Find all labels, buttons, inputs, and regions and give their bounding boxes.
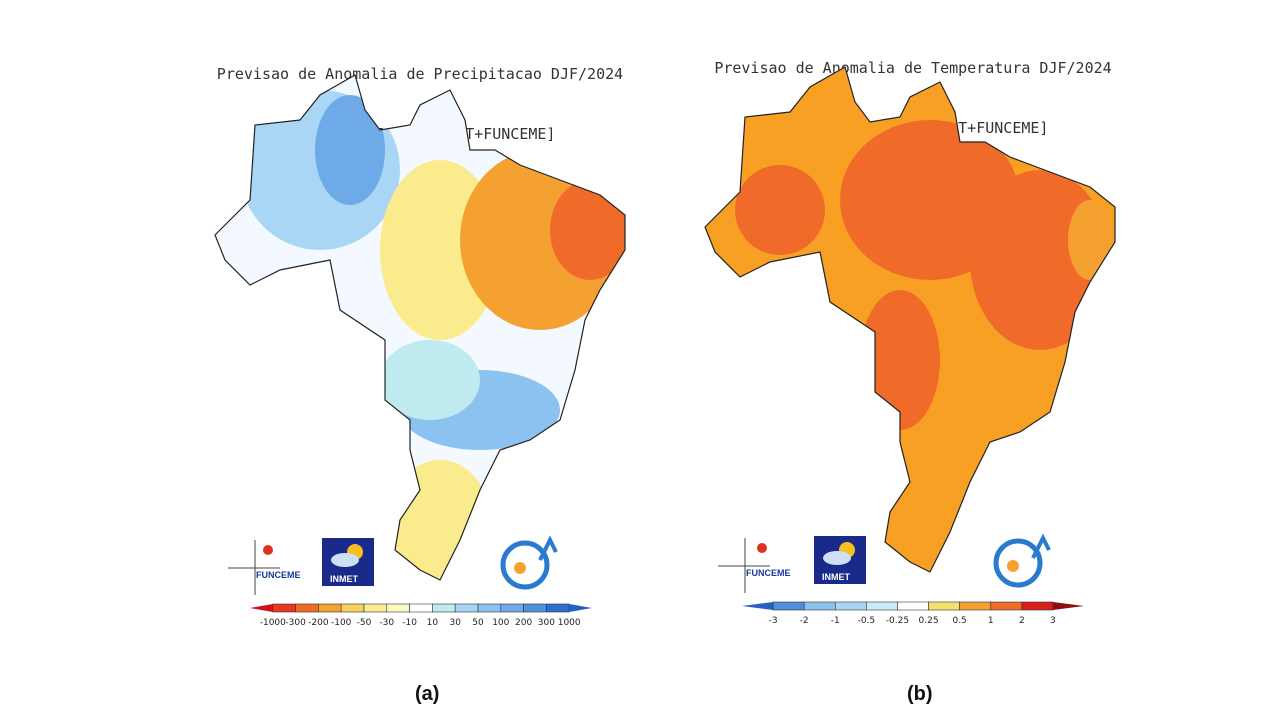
colorbar-tick-label: -3 bbox=[769, 616, 778, 626]
colorbar-swatch bbox=[295, 603, 319, 613]
cptec-logo-a bbox=[500, 535, 558, 590]
colorbar-tick-label: -0.5 bbox=[858, 616, 876, 626]
funceme-text: FUNCEME bbox=[746, 568, 791, 578]
colorbar-tick-label: -1000 bbox=[260, 618, 286, 628]
colorbar-tick-label: 300 bbox=[538, 618, 555, 628]
colorbar-tick-label: 2 bbox=[1019, 616, 1025, 626]
colorbar-swatch bbox=[569, 604, 592, 612]
colorbar-tick-label: 0.25 bbox=[919, 616, 939, 626]
colorbar-swatch bbox=[432, 603, 456, 613]
colorbar-tick-label: -100 bbox=[331, 618, 352, 628]
funceme-text: FUNCEME bbox=[256, 570, 301, 580]
colorbar-tick-label: -1 bbox=[831, 616, 840, 626]
colorbar-tick-label: 0.5 bbox=[952, 616, 966, 626]
inmet-logo-b: INMET bbox=[814, 536, 866, 584]
colorbar-swatch bbox=[897, 601, 929, 611]
colorbar-tick-label: -2 bbox=[800, 616, 809, 626]
colorbar-swatch bbox=[318, 603, 342, 613]
colorbar-swatch bbox=[959, 601, 992, 611]
colorbar-swatch bbox=[363, 603, 388, 613]
colorbar-swatch bbox=[742, 602, 774, 610]
colorbar-tick-label: -300 bbox=[285, 618, 306, 628]
colorbar-tick-label: 3 bbox=[1050, 616, 1056, 626]
colorbar-tick-label: 1 bbox=[988, 616, 994, 626]
colorbar-tick-label: 30 bbox=[449, 618, 461, 628]
colorbar-swatch bbox=[834, 601, 867, 611]
inmet-logo-a: INMET bbox=[322, 538, 374, 586]
colorbar-swatch bbox=[477, 603, 502, 613]
colorbar-swatch bbox=[1021, 601, 1054, 611]
colorbar-swatch bbox=[866, 601, 898, 611]
colorbar-swatch bbox=[340, 603, 365, 613]
colorbar-tick-label: 50 bbox=[472, 618, 484, 628]
colorbar-tick-label: -30 bbox=[379, 618, 394, 628]
caption-b: (b) bbox=[907, 683, 933, 705]
colorbar-tick-label: 1000 bbox=[558, 618, 581, 628]
colorbar-tick-label: -10 bbox=[402, 618, 417, 628]
colorbar-swatch bbox=[454, 603, 479, 613]
colorbar-swatch bbox=[386, 603, 410, 613]
colorbar-tick-label: -200 bbox=[308, 618, 329, 628]
colorbar-tick-label: -0.25 bbox=[886, 616, 909, 626]
colorbar-swatch bbox=[803, 601, 836, 611]
precipitation-colorbar: -1000 -300 -200 -100 -50 -30 -10 10 30 50 100 200 30… bbox=[250, 603, 592, 628]
inmet-text: INMET bbox=[330, 574, 359, 584]
colorbar-swatch bbox=[546, 603, 570, 613]
colorbar-tick-label: 200 bbox=[515, 618, 532, 628]
temperature-colorbar: -3 -2 -1 -0.5 -0.25 0.25 0.5 1 2 3 bbox=[742, 601, 1084, 626]
colorbar-swatch bbox=[272, 603, 296, 613]
colorbar-swatch bbox=[928, 601, 960, 611]
inmet-text: INMET bbox=[822, 572, 851, 582]
colorbar-swatch bbox=[500, 603, 524, 613]
colorbar-swatch bbox=[523, 603, 547, 613]
colorbar-tick-label: 100 bbox=[492, 618, 509, 628]
colorbar-swatch bbox=[772, 601, 805, 611]
precipitation-map bbox=[214, 74, 626, 581]
cptec-logo-b bbox=[993, 533, 1051, 588]
caption-a: (a) bbox=[415, 683, 440, 705]
title-a: Previsao de Anomalia de Precipitacao DJF… bbox=[216, 65, 624, 83]
colorbar-swatch bbox=[990, 601, 1023, 611]
temperature-map bbox=[704, 66, 1116, 573]
colorbar-swatch bbox=[409, 603, 433, 613]
colorbar-swatch bbox=[250, 604, 273, 612]
colorbar-tick-label: -50 bbox=[357, 618, 372, 628]
colorbar-tick-label: 10 bbox=[427, 618, 439, 628]
funceme-logo-b: FUNCEME bbox=[718, 538, 791, 593]
colorbar-swatch bbox=[1052, 602, 1084, 610]
title-b: Previsao de Anomalia de Temperatura DJF/… bbox=[714, 59, 1112, 77]
funceme-logo-a: FUNCEME bbox=[228, 540, 301, 595]
